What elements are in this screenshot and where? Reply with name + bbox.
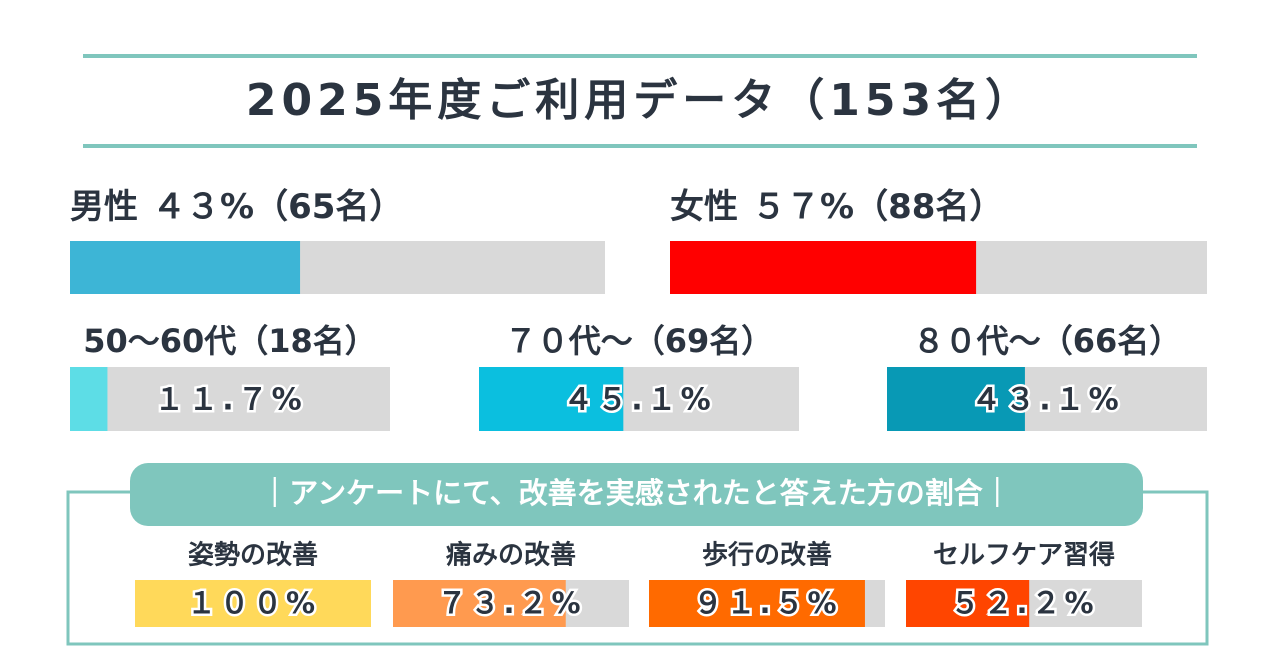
bar	[393, 580, 566, 627]
age-label: 50〜60代（18名）	[83, 322, 377, 360]
gender-count: （65名）	[254, 187, 403, 227]
value-label: ７３.２%	[437, 586, 584, 620]
survey-item-label: 姿勢の改善	[188, 540, 318, 571]
value-label: ４５.１%	[563, 383, 714, 418]
value-label: ５２.２%	[950, 586, 1097, 620]
gender-label: 男性 ４３%（65名）	[70, 187, 403, 227]
age-label: ７０代〜（69名）	[505, 322, 774, 360]
survey-item-label: 痛みの改善	[446, 540, 576, 571]
gender-name: 男性	[70, 187, 138, 227]
gender-value-label: ４３%	[152, 187, 254, 227]
survey-title: ｜アンケートにて、改善を実感されたと答えた方の割合｜	[260, 476, 1011, 510]
gender-count: （88名）	[854, 187, 1003, 227]
bar	[135, 580, 371, 627]
bar	[70, 367, 108, 431]
value-label: ９１.５%	[693, 586, 840, 620]
survey-item-label: セルフケア習得	[933, 541, 1115, 571]
bar-track	[70, 367, 390, 431]
bar	[649, 580, 865, 627]
survey-header	[130, 463, 1143, 526]
page-title: 2025年度ご利用データ（153名）	[246, 75, 1034, 126]
bar	[906, 580, 1030, 627]
age-label: ８０代〜（66名）	[913, 322, 1182, 360]
bar	[887, 367, 1025, 431]
survey-item-label: 歩行の改善	[702, 540, 832, 571]
gender-name: 女性	[670, 187, 738, 227]
bar	[70, 241, 301, 294]
gender-label: 女性 ５７%（88名）	[670, 187, 1003, 227]
value-label: ４３.１%	[971, 383, 1122, 418]
value-label: １００%	[187, 586, 319, 620]
bar	[670, 241, 977, 294]
gender-value-label: ５７%	[752, 187, 854, 227]
value-label: １１.７%	[154, 383, 305, 418]
bar	[479, 367, 624, 431]
